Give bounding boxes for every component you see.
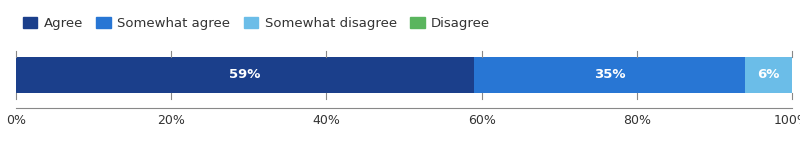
Bar (746, 57, 792, 93)
Text: 59%: 59% (230, 69, 261, 81)
Text: 6%: 6% (758, 69, 780, 81)
Legend: Agree, Somewhat agree, Somewhat disagree, Disagree: Agree, Somewhat agree, Somewhat disagree… (22, 17, 490, 30)
Text: 35%: 35% (594, 69, 626, 81)
Bar (16, 57, 474, 93)
Bar (474, 57, 746, 93)
